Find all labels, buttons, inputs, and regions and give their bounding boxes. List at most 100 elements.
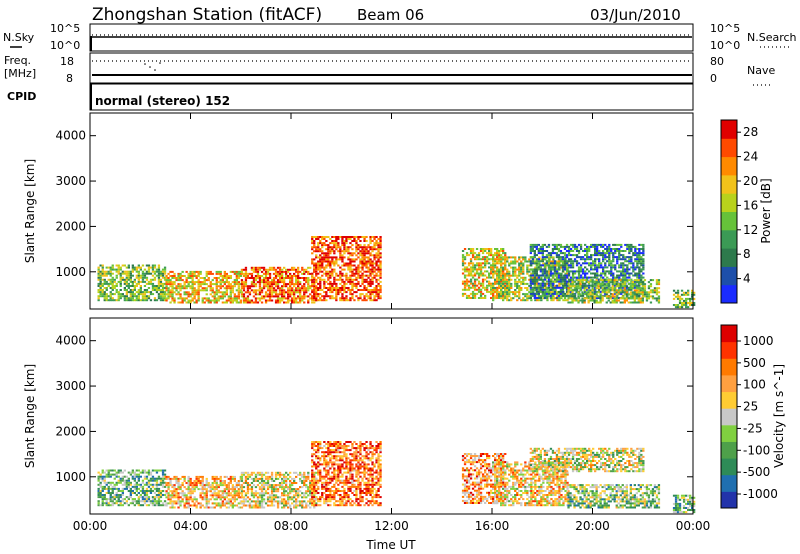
- power-cell: [317, 293, 320, 296]
- power-cell: [264, 285, 268, 288]
- power-ytick-label: 1000: [55, 265, 86, 279]
- power-cell: [365, 299, 368, 302]
- power-cell: [626, 245, 629, 248]
- power-cell: [353, 236, 356, 238]
- power-cell: [359, 244, 362, 247]
- power-cell: [608, 254, 611, 257]
- power-cell: [311, 240, 314, 242]
- power-cell: [215, 299, 218, 302]
- power-cell: [153, 297, 157, 300]
- power-cell: [131, 282, 134, 285]
- power-cell: [518, 272, 521, 275]
- velocity-cell: [143, 469, 147, 472]
- power-cell: [375, 248, 378, 251]
- power-cell: [638, 258, 641, 261]
- power-cell: [584, 258, 587, 261]
- power-cell: [565, 282, 569, 285]
- power-cell: [587, 293, 590, 296]
- power-cell: [185, 287, 188, 290]
- power-cell: [239, 299, 242, 302]
- velocity-cell: [177, 500, 180, 503]
- velocity-cell: [141, 481, 145, 484]
- power-cell: [467, 270, 471, 273]
- power-cell: [359, 260, 362, 263]
- velocity-cell: [201, 477, 204, 480]
- power-cell: [616, 280, 619, 283]
- power-cell: [369, 248, 372, 251]
- power-cell: [649, 283, 653, 286]
- power-cell: [111, 293, 114, 296]
- power-cell: [500, 282, 503, 285]
- power-cell: [546, 282, 549, 285]
- power-cell: [590, 262, 593, 265]
- power-cell: [359, 240, 362, 242]
- power-cell: [357, 276, 360, 279]
- power-cell: [256, 297, 260, 300]
- power-cell: [289, 293, 292, 296]
- power-cell: [592, 254, 595, 257]
- power-cell: [498, 256, 501, 259]
- power-cell: [473, 268, 477, 271]
- power-cell: [183, 299, 186, 302]
- power-cell: [333, 256, 336, 259]
- power-cell: [486, 252, 489, 255]
- power-cell: [547, 290, 551, 293]
- power-cell: [529, 284, 532, 287]
- power-cell: [620, 250, 623, 252]
- power-cell: [469, 260, 473, 263]
- power-cell: [335, 248, 338, 251]
- velocity-cell: [159, 490, 163, 492]
- velocity-cell: [109, 504, 112, 507]
- power-cell: [604, 258, 607, 261]
- power-cell: [595, 295, 598, 298]
- power-cell: [167, 283, 170, 286]
- power-cell: [129, 289, 132, 291]
- power-cell: [477, 282, 481, 285]
- power-cell: [510, 260, 513, 263]
- power-cell: [609, 301, 612, 304]
- power-cell: [197, 289, 200, 292]
- velocity-cell: [131, 469, 134, 472]
- power-cell: [343, 264, 346, 267]
- power-cell: [539, 282, 542, 285]
- power-cell: [608, 272, 611, 275]
- power-cell: [638, 243, 641, 246]
- power-cell: [561, 290, 565, 293]
- power-cell: [640, 270, 643, 273]
- power-cell: [369, 272, 372, 275]
- power-cell: [594, 252, 597, 255]
- power-cell: [244, 270, 248, 273]
- power-cell: [331, 246, 334, 249]
- power-cell: [287, 297, 290, 300]
- velocity-cell: [153, 487, 157, 490]
- power-cell: [542, 297, 545, 300]
- power-cell: [293, 266, 296, 269]
- power-cell: [215, 301, 218, 304]
- power-cell: [639, 301, 642, 304]
- power-cell: [567, 301, 570, 304]
- power-cell: [250, 299, 254, 302]
- power-cell: [585, 291, 588, 294]
- power-cell: [369, 252, 372, 255]
- power-cell: [317, 256, 320, 259]
- power-cell: [608, 243, 611, 246]
- power-cell: [561, 288, 565, 291]
- power-cell: [353, 299, 356, 302]
- power-cell: [543, 276, 547, 279]
- power-cell: [201, 287, 204, 290]
- power-cell: [339, 282, 342, 285]
- power-cell: [111, 268, 114, 271]
- power-cell: [653, 291, 657, 294]
- power-cell: [151, 285, 155, 287]
- power-cell: [139, 299, 142, 302]
- power-cell: [303, 285, 306, 288]
- power-cell: [379, 248, 382, 251]
- power-cell: [319, 254, 322, 257]
- power-cell: [327, 254, 330, 257]
- power-cell: [545, 288, 549, 291]
- power-cell: [333, 264, 336, 267]
- power-cell: [371, 264, 374, 267]
- power-cell: [272, 289, 276, 292]
- power-cell: [520, 256, 523, 259]
- power-cell: [500, 276, 503, 279]
